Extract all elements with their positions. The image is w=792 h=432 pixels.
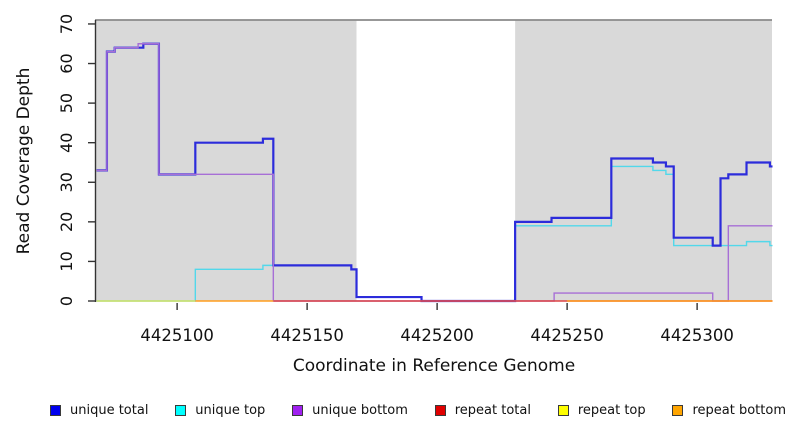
legend-item-repeat-total: repeat total xyxy=(434,402,531,418)
x-tick-label: 4425150 xyxy=(270,326,344,345)
y-tick-label: 10 xyxy=(57,251,76,271)
x-tick-label: 4425100 xyxy=(140,326,214,345)
y-tick-label: 60 xyxy=(57,53,76,73)
repeat-top-swatch-icon xyxy=(557,404,569,416)
legend-label: unique top xyxy=(195,402,266,418)
x-tick-label: 4425300 xyxy=(660,326,734,345)
legend-item-unique-total: unique total xyxy=(50,403,148,418)
legend-label: repeat total xyxy=(454,402,531,418)
x-tick-label: 4425200 xyxy=(400,326,474,345)
repeat-bottom-swatch-icon xyxy=(672,404,684,416)
legend: unique total unique top unique bottom repea… xyxy=(50,399,786,421)
y-tick-label: 50 xyxy=(57,93,76,113)
series-lines xyxy=(96,42,773,303)
unique-total-swatch-icon xyxy=(50,404,61,416)
x-axis-title: Coordinate in Reference Genome xyxy=(293,356,575,376)
legend-label: unique total xyxy=(70,402,149,418)
y-tick-label: 40 xyxy=(57,133,76,153)
y-axis-title: Read Coverage Depth xyxy=(14,68,34,255)
legend-label: unique bottom xyxy=(312,402,408,418)
legend-label: repeat bottom xyxy=(692,402,786,418)
legend-item-unique-top: unique top xyxy=(175,403,265,418)
legend-item-repeat-bottom: repeat bottom xyxy=(672,403,786,418)
legend-item-repeat-top: repeat top xyxy=(557,402,646,418)
x-tick-label: 4425250 xyxy=(530,326,604,345)
background-bands xyxy=(95,19,772,301)
y-tick-label: 30 xyxy=(57,172,76,192)
y-tick-label: 20 xyxy=(57,212,76,232)
axes: 0 10 20 30 40 50 60 70 4425100 4425150 4425200 4425… xyxy=(57,14,734,345)
y-tick-label: 70 xyxy=(57,14,76,34)
y-tick-label: 0 xyxy=(57,296,76,306)
coverage-band xyxy=(96,20,357,301)
unique-bottom-swatch-icon xyxy=(292,404,304,416)
repeat-total-swatch-icon xyxy=(434,404,446,416)
legend-label: repeat top xyxy=(577,402,646,418)
coverage-band xyxy=(515,20,772,301)
legend-item-unique-bottom: unique bottom xyxy=(292,403,408,418)
unique-top-swatch-icon xyxy=(175,404,187,416)
